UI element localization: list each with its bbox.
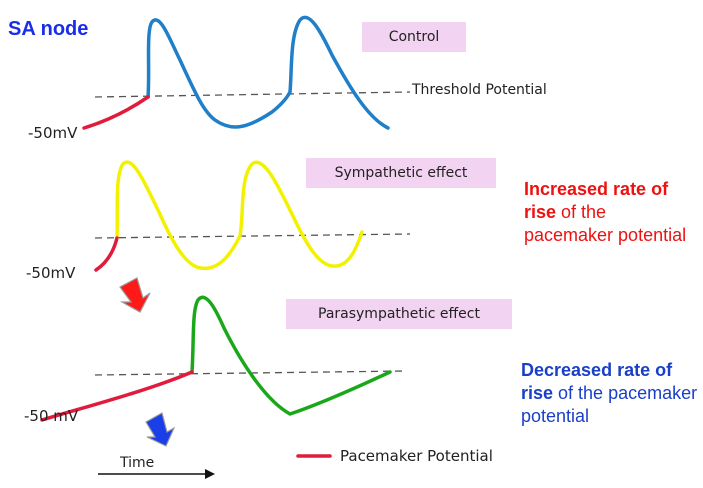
sympathetic-pacemaker (94, 236, 119, 272)
decrease-note: Decreased rate of rise of the pacemaker … (521, 359, 701, 428)
red-arrow-icon (119, 277, 151, 313)
parasympathetic-threshold-line (94, 370, 406, 376)
increase-note-bold: Increased rate of rise (524, 179, 669, 222)
time-arrow-icon (98, 469, 215, 479)
parasympathetic-label: Parasympathetic effect (286, 299, 512, 329)
increase-note-rest: of the pacemaker potential (524, 202, 687, 245)
control-threshold-line (94, 91, 411, 98)
parasympathetic-trace (190, 295, 392, 416)
sympathetic-threshold-line (94, 233, 411, 239)
control-trace (146, 15, 390, 130)
legend-label: Pacemaker Potential (340, 447, 493, 465)
decrease-note-bold: Decreased rate of rise (521, 360, 673, 403)
decrease-note-rest: of the pacemaker potential (521, 383, 698, 426)
control-voltage: -50mV (28, 124, 78, 142)
control-pacemaker (82, 95, 150, 130)
page-title: SA node (8, 18, 89, 40)
threshold-label: Threshold Potential (412, 82, 547, 98)
control-label: Control (362, 22, 466, 52)
increase-note: Increased rate of rise of the pacemaker … (524, 178, 699, 247)
parasympathetic-pacemaker (40, 370, 194, 422)
time-label: Time (120, 455, 155, 471)
sympathetic-label: Sympathetic effect (306, 158, 496, 188)
sympathetic-trace (115, 160, 364, 271)
sympathetic-voltage: -50mV (26, 264, 76, 282)
blue-arrow-icon (145, 412, 176, 447)
parasympathetic-voltage: -50 mV (24, 407, 79, 425)
